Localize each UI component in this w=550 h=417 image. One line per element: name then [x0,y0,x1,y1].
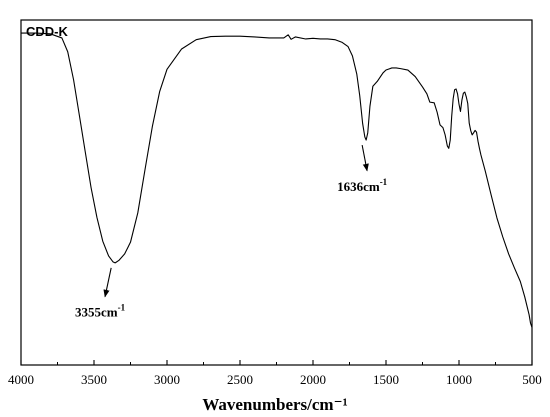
x-tick-label: 2500 [227,372,253,387]
series-line-0 [21,32,533,328]
annotations: 3355cm-1 1636cm-1 [75,144,388,320]
annotation-label-0: 3355cm-1 [75,303,126,320]
annotation-label-1: 1636cm-1 [337,177,388,194]
x-tick-label: 3000 [154,372,180,387]
x-tick-label: 1000 [446,372,472,387]
x-tick-label: 3500 [81,372,107,387]
chart-title: CDD-K [26,24,68,39]
annotation-arrow-0 [103,267,112,298]
series-layer [21,32,533,328]
x-tick-label: 1500 [373,372,399,387]
x-axis-label: Wavenumbers/cm⁻¹ [202,395,347,414]
x-tick-label: 500 [522,372,542,387]
x-axis-ticks: 4000 3500 3000 2500 2000 1500 1000 500 [8,360,542,387]
x-tick-label: 4000 [8,372,34,387]
annotation-arrow-1 [361,144,369,172]
x-tick-label: 2000 [300,372,326,387]
